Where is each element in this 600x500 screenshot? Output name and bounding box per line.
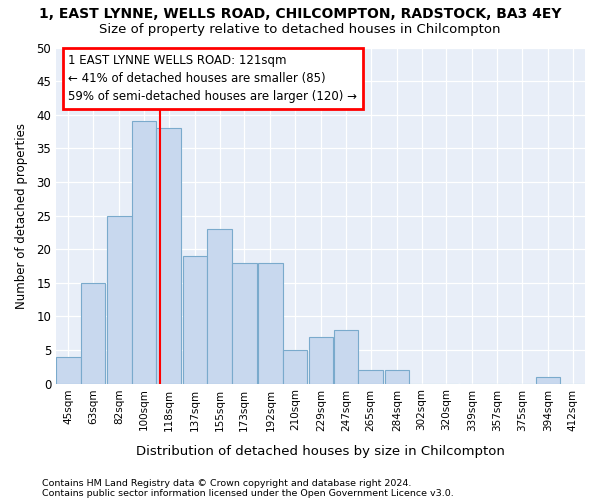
Bar [258, 262, 283, 384]
Bar [56, 356, 80, 384]
Bar [334, 330, 358, 384]
Bar [81, 283, 106, 384]
Bar [309, 336, 334, 384]
Y-axis label: Number of detached properties: Number of detached properties [15, 122, 28, 308]
Text: Contains public sector information licensed under the Open Government Licence v3: Contains public sector information licen… [42, 488, 454, 498]
Bar [385, 370, 409, 384]
Bar [283, 350, 307, 384]
Bar [132, 122, 156, 384]
Bar [232, 262, 257, 384]
Bar [107, 216, 131, 384]
Text: 1, EAST LYNNE, WELLS ROAD, CHILCOMPTON, RADSTOCK, BA3 4EY: 1, EAST LYNNE, WELLS ROAD, CHILCOMPTON, … [39, 8, 561, 22]
Text: Size of property relative to detached houses in Chilcompton: Size of property relative to detached ho… [99, 22, 501, 36]
Text: 1 EAST LYNNE WELLS ROAD: 121sqm
← 41% of detached houses are smaller (85)
59% of: 1 EAST LYNNE WELLS ROAD: 121sqm ← 41% of… [68, 54, 358, 103]
Text: Contains HM Land Registry data © Crown copyright and database right 2024.: Contains HM Land Registry data © Crown c… [42, 478, 412, 488]
X-axis label: Distribution of detached houses by size in Chilcompton: Distribution of detached houses by size … [136, 444, 505, 458]
Bar [358, 370, 383, 384]
Bar [157, 128, 181, 384]
Bar [536, 377, 560, 384]
Bar [208, 229, 232, 384]
Bar [182, 256, 207, 384]
